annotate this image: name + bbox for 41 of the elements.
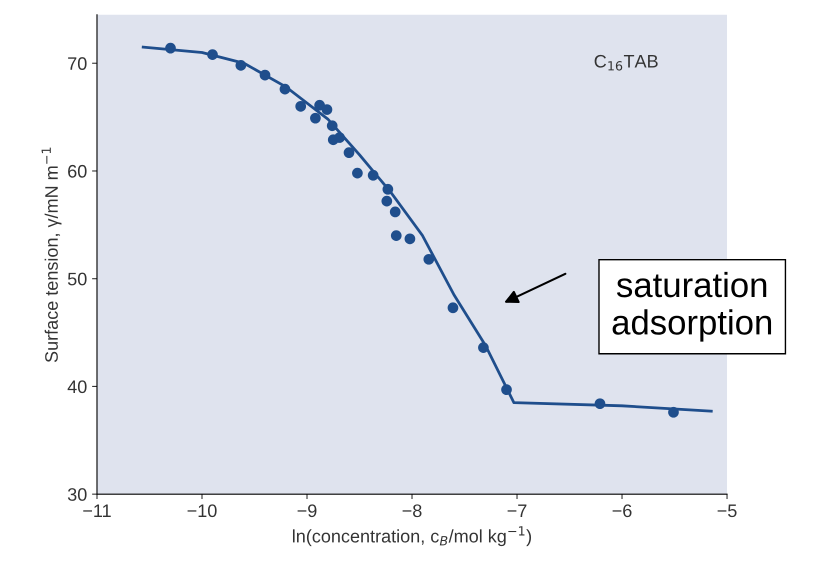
point — [314, 100, 325, 111]
y-axis-title: Surface tension, γ/mN m$^{−1}$ — [42, 148, 62, 362]
point — [501, 384, 512, 396]
point — [448, 302, 458, 314]
point — [344, 147, 354, 158]
point — [352, 168, 363, 178]
y-tick-label: 60 — [68, 164, 87, 178]
point — [381, 196, 392, 206]
x-axis-title: ln(concentration, c$_{B}$/mol kg$^{−1}$) — [292, 526, 532, 546]
x-tick-label: −7 — [508, 504, 526, 517]
x-tick-label: −9 — [298, 504, 316, 518]
point — [423, 254, 434, 265]
point — [668, 406, 679, 418]
point — [326, 120, 338, 132]
point — [260, 70, 270, 80]
point — [295, 100, 306, 112]
x-tick-label: −8 — [402, 504, 422, 518]
annotation: saturation adsorption — [612, 272, 772, 342]
point — [280, 84, 290, 94]
point — [322, 104, 332, 115]
point — [334, 132, 345, 143]
y-tick-label: 70 — [68, 57, 87, 70]
x-tick-label: −11 — [83, 504, 111, 517]
x-tick-label: −6 — [612, 504, 632, 518]
x-tick-label: −5 — [718, 504, 737, 518]
point — [594, 398, 606, 410]
point — [478, 342, 489, 353]
y-tick-label: 30 — [68, 488, 87, 501]
annotation: C$_{16}$TAB — [594, 54, 658, 71]
point — [368, 170, 379, 181]
y-tick-label: 50 — [68, 272, 87, 286]
point — [165, 42, 176, 54]
y-tick-label: 40 — [68, 380, 87, 394]
x-tick-label: −10 — [188, 504, 217, 518]
point — [382, 184, 394, 195]
point — [390, 206, 401, 218]
point — [390, 230, 402, 241]
point — [404, 233, 416, 244]
point — [236, 60, 246, 71]
point — [310, 112, 321, 124]
point — [207, 49, 218, 60]
